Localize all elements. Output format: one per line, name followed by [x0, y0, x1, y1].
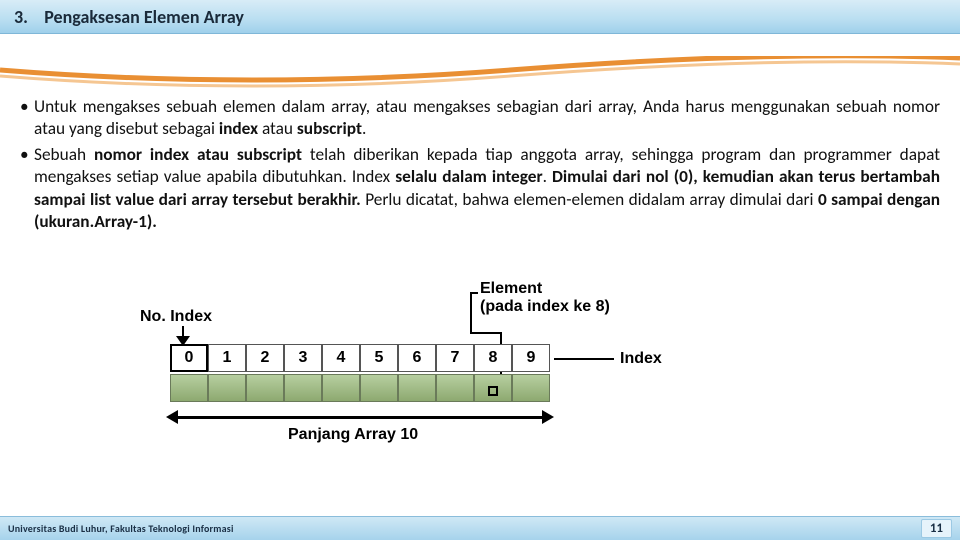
text: . — [543, 166, 552, 187]
value-cell — [398, 374, 436, 402]
footer-text: Universitas Budi Luhur, Fakultas Teknolo… — [8, 522, 234, 535]
text: Sebuah — [34, 144, 94, 165]
index-cell: 9 — [512, 344, 550, 372]
index-cell: 1 — [208, 344, 246, 372]
value-cell — [208, 374, 246, 402]
pointer-line — [470, 292, 472, 332]
index-cell: 2 — [246, 344, 284, 372]
label-index: Index — [620, 350, 662, 368]
text: Untuk mengakses sebuah elemen dalam arra… — [34, 96, 940, 139]
value-cell — [246, 374, 284, 402]
page-number: 11 — [921, 519, 952, 538]
arrow-shaft — [178, 416, 542, 419]
index-cell: 7 — [436, 344, 474, 372]
label-element-line1: Element — [480, 280, 542, 298]
pointer-line — [472, 292, 478, 294]
bullet-1: • Untuk mengakses sebuah elemen dalam ar… — [20, 96, 940, 140]
content-area: • Untuk mengakses sebuah elemen dalam ar… — [20, 96, 940, 237]
text: Perlu dicatat, bahwa elemen-elemen didal… — [361, 189, 818, 210]
pointer-line — [470, 332, 500, 334]
index-cell: 8 — [474, 344, 512, 372]
value-cell — [436, 374, 474, 402]
index-cell: 4 — [322, 344, 360, 372]
length-arrow — [166, 410, 554, 424]
title-bar: 3. Pengaksesan Elemen Array — [0, 0, 960, 34]
bullet-2-text: Sebuah nomor index atau subscript telah … — [34, 144, 940, 233]
index-cell: 6 — [398, 344, 436, 372]
text-bold: selalu dalam integer — [395, 166, 542, 187]
text-bold: nomor index atau subscript — [94, 144, 302, 165]
bullet-2: • Sebuah nomor index atau subscript tela… — [20, 144, 940, 233]
title-text: Pengaksesan Elemen Array — [44, 6, 244, 28]
arrow-left-icon — [166, 410, 178, 424]
value-cell — [284, 374, 322, 402]
bullet-marker: • — [20, 144, 34, 233]
footer-bar: Universitas Budi Luhur, Fakultas Teknolo… — [0, 516, 960, 540]
value-cell — [512, 374, 550, 402]
element-highlight-box — [488, 386, 498, 396]
label-no-index: No. Index — [140, 308, 212, 326]
index-cell: 3 — [284, 344, 322, 372]
divider-curve — [0, 56, 960, 90]
index-cell: 5 — [360, 344, 398, 372]
label-element-line2: (pada index ke 8) — [480, 298, 610, 316]
value-cell — [360, 374, 398, 402]
text: atau — [258, 118, 297, 139]
arrow-right-icon — [542, 410, 554, 424]
slide-title: 3. Pengaksesan Elemen Array — [14, 6, 244, 28]
index-cell: 0 — [170, 344, 208, 372]
bullet-marker: • — [20, 96, 34, 140]
label-length: Panjang Array 10 — [288, 426, 418, 444]
index-row: 0 1 2 3 4 5 6 7 8 9 — [170, 344, 550, 372]
value-cell — [322, 374, 360, 402]
text: . — [362, 118, 366, 139]
pointer-line — [554, 358, 614, 360]
text-bold: subscript — [297, 118, 362, 139]
array-diagram: No. Index Element (pada index ke 8) Inde… — [170, 280, 790, 470]
bullet-1-text: Untuk mengakses sebuah elemen dalam arra… — [34, 96, 940, 140]
value-cell — [170, 374, 208, 402]
title-number: 3. — [14, 6, 28, 28]
text-bold: index — [219, 118, 258, 139]
